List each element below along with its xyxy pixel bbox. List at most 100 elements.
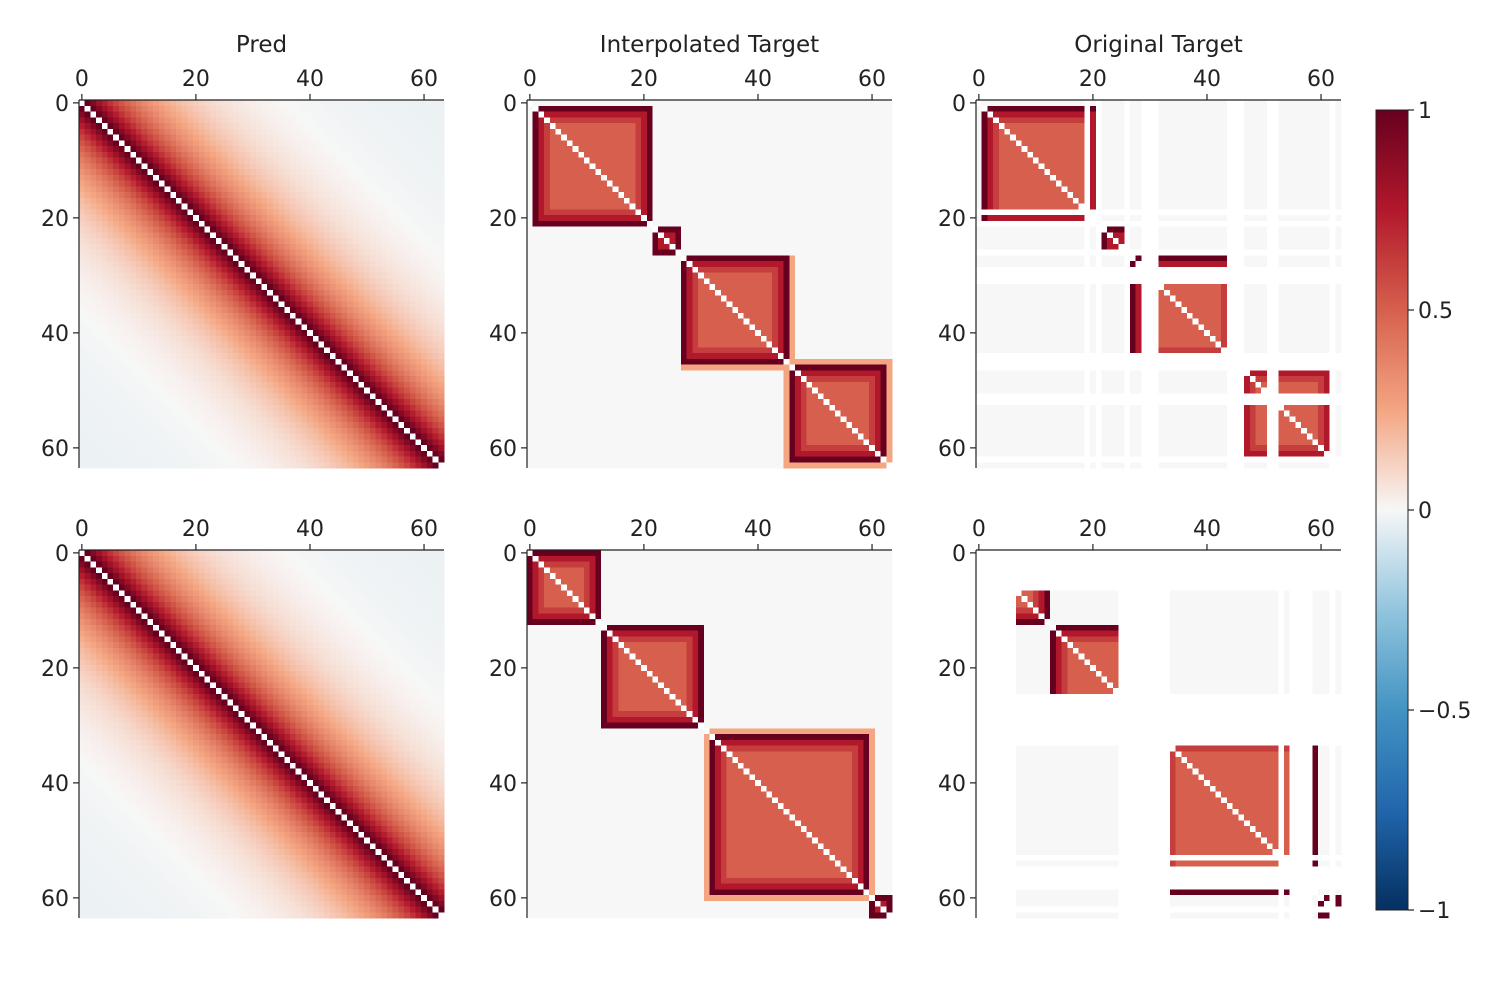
heatmap-cell bbox=[125, 198, 131, 204]
heatmap-cell bbox=[227, 123, 233, 129]
heatmap-cell bbox=[153, 135, 159, 141]
heatmap-cell bbox=[279, 100, 285, 106]
heatmap-cell bbox=[421, 112, 427, 118]
heatmap-cell bbox=[96, 186, 102, 192]
heatmap-cell bbox=[210, 117, 216, 123]
heatmap-cell bbox=[262, 100, 268, 106]
heatmap-cell bbox=[307, 135, 313, 141]
heatmap-cell bbox=[381, 146, 387, 152]
heatmap-cell bbox=[142, 146, 148, 152]
heatmap-cell bbox=[330, 100, 336, 106]
heatmap-cell bbox=[313, 100, 319, 106]
heatmap-cell bbox=[210, 198, 216, 204]
heatmap-cell bbox=[307, 158, 313, 164]
heatmap-cell bbox=[398, 232, 404, 238]
heatmap-cell bbox=[307, 169, 313, 175]
heatmap-cell bbox=[324, 198, 330, 204]
heatmap-cell bbox=[313, 146, 319, 152]
heatmap-cell bbox=[108, 198, 114, 204]
heatmap-cell bbox=[193, 129, 199, 135]
heatmap-cell bbox=[427, 227, 433, 233]
heatmap-cell bbox=[199, 244, 205, 250]
heatmap-cell bbox=[244, 163, 250, 169]
heatmap-cell bbox=[204, 140, 210, 146]
heatmap-cell bbox=[301, 175, 307, 181]
heatmap-cell bbox=[165, 232, 171, 238]
heatmap-cell bbox=[273, 238, 279, 244]
heatmap-cell bbox=[256, 152, 262, 158]
heatmap-cell bbox=[427, 198, 433, 204]
heatmap-cell bbox=[427, 112, 433, 118]
heatmap-cell bbox=[119, 123, 125, 129]
heatmap-cell bbox=[199, 106, 205, 112]
heatmap-cell bbox=[353, 221, 359, 227]
heatmap-cell bbox=[393, 146, 399, 152]
heatmap-cell bbox=[96, 232, 102, 238]
heatmap-cell bbox=[222, 227, 228, 233]
heatmap-cell bbox=[187, 186, 193, 192]
heatmap-cell bbox=[79, 232, 85, 238]
heatmap-cell bbox=[307, 186, 313, 192]
heatmap-cell bbox=[142, 117, 148, 123]
heatmap-cell bbox=[364, 238, 370, 244]
heatmap-cell bbox=[136, 158, 142, 164]
heatmap-cell bbox=[330, 106, 336, 112]
heatmap-cell bbox=[204, 232, 210, 238]
heatmap-cell bbox=[90, 106, 96, 112]
heatmap-cell bbox=[130, 140, 136, 146]
heatmap-cell bbox=[233, 181, 239, 187]
heatmap-cell bbox=[393, 129, 399, 135]
heatmap-cell bbox=[239, 244, 245, 250]
heatmap-cell bbox=[347, 112, 353, 118]
heatmap-cell bbox=[125, 204, 131, 210]
heatmap-cell bbox=[239, 192, 245, 198]
heatmap-cell bbox=[364, 163, 370, 169]
heatmap-cell bbox=[364, 186, 370, 192]
heatmap-cell bbox=[336, 146, 342, 152]
heatmap-cell bbox=[153, 209, 159, 215]
heatmap-cell bbox=[267, 244, 273, 250]
heatmap-cell bbox=[176, 140, 182, 146]
heatmap-cell bbox=[256, 129, 262, 135]
heatmap-cell bbox=[336, 158, 342, 164]
heatmap-cell bbox=[125, 232, 131, 238]
heatmap-cell bbox=[113, 152, 119, 158]
heatmap-cell bbox=[393, 221, 399, 227]
heatmap-cell bbox=[90, 198, 96, 204]
heatmap-cell bbox=[113, 204, 119, 210]
heatmap-cell bbox=[187, 129, 193, 135]
heatmap-cell bbox=[336, 204, 342, 210]
heatmap-cell bbox=[381, 181, 387, 187]
heatmap-cell bbox=[102, 204, 108, 210]
heatmap-cell bbox=[256, 238, 262, 244]
heatmap-cell bbox=[433, 100, 439, 106]
heatmap-cell bbox=[147, 198, 153, 204]
heatmap-cell bbox=[353, 112, 359, 118]
heatmap-cell bbox=[267, 163, 273, 169]
heatmap-cell bbox=[433, 204, 439, 210]
heatmap-cell bbox=[301, 221, 307, 227]
heatmap-cell bbox=[341, 181, 347, 187]
heatmap-cell bbox=[85, 152, 91, 158]
heatmap-cell bbox=[421, 135, 427, 141]
heatmap-cell bbox=[222, 232, 228, 238]
heatmap-cell bbox=[108, 152, 114, 158]
heatmap-cell bbox=[79, 250, 85, 256]
heatmap-cell bbox=[387, 192, 393, 198]
heatmap-cell bbox=[353, 244, 359, 250]
heatmap-cell bbox=[227, 238, 233, 244]
heatmap-cell bbox=[398, 123, 404, 129]
heatmap-cell bbox=[324, 169, 330, 175]
heatmap-cell bbox=[324, 135, 330, 141]
heatmap-cell bbox=[364, 140, 370, 146]
heatmap-cell bbox=[279, 186, 285, 192]
heatmap-cell bbox=[227, 198, 233, 204]
heatmap-cell bbox=[410, 186, 416, 192]
heatmap-cell bbox=[370, 175, 376, 181]
heatmap-cell bbox=[130, 100, 136, 106]
heatmap-cell bbox=[113, 112, 119, 118]
heatmap-cell bbox=[410, 146, 416, 152]
heatmap-cell bbox=[199, 221, 205, 227]
heatmap-cell bbox=[170, 169, 176, 175]
heatmap-cell bbox=[244, 221, 250, 227]
